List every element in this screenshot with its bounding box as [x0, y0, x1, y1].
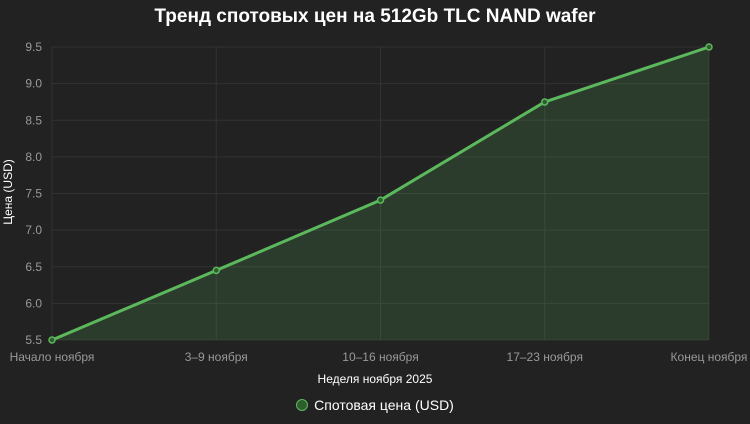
chart-title: Тренд спотовых цен на 512Gb TLC NAND waf…: [154, 6, 596, 27]
legend-marker-icon: [296, 399, 309, 411]
data-point[interactable]: [376, 196, 385, 204]
y-tick-label: 7.5: [25, 187, 42, 201]
y-tick-label: 8.0: [25, 150, 42, 164]
y-tick-label: 6.5: [25, 260, 42, 274]
data-point[interactable]: [705, 43, 713, 51]
legend[interactable]: Спотовая цена (USD): [0, 397, 750, 413]
data-point[interactable]: [48, 336, 56, 344]
y-tick-label: 5.5: [25, 333, 42, 347]
y-tick-label: 6.0: [25, 296, 42, 310]
y-tick-label: 9.5: [25, 40, 42, 54]
x-axis-label: Неделя ноября 2025: [317, 372, 433, 386]
x-tick-label: Конец ноября: [671, 350, 748, 364]
x-tick-label: 17–23 ноября: [507, 350, 583, 364]
x-tick-label: Начало ноября: [10, 350, 95, 364]
legend-label: Спотовая цена (USD): [314, 397, 454, 413]
x-tick-label: 3–9 ноября: [185, 350, 248, 364]
y-tick-label: 7.0: [25, 223, 42, 237]
x-tick-label: 10–16 ноября: [342, 350, 418, 364]
y-axis-label: Цена (USD): [1, 159, 15, 225]
area-fill: [52, 47, 709, 340]
y-tick-label: 9.0: [25, 77, 42, 91]
y-tick-label: 8.5: [25, 113, 42, 127]
data-point[interactable]: [212, 266, 220, 275]
data-point[interactable]: [541, 98, 549, 106]
